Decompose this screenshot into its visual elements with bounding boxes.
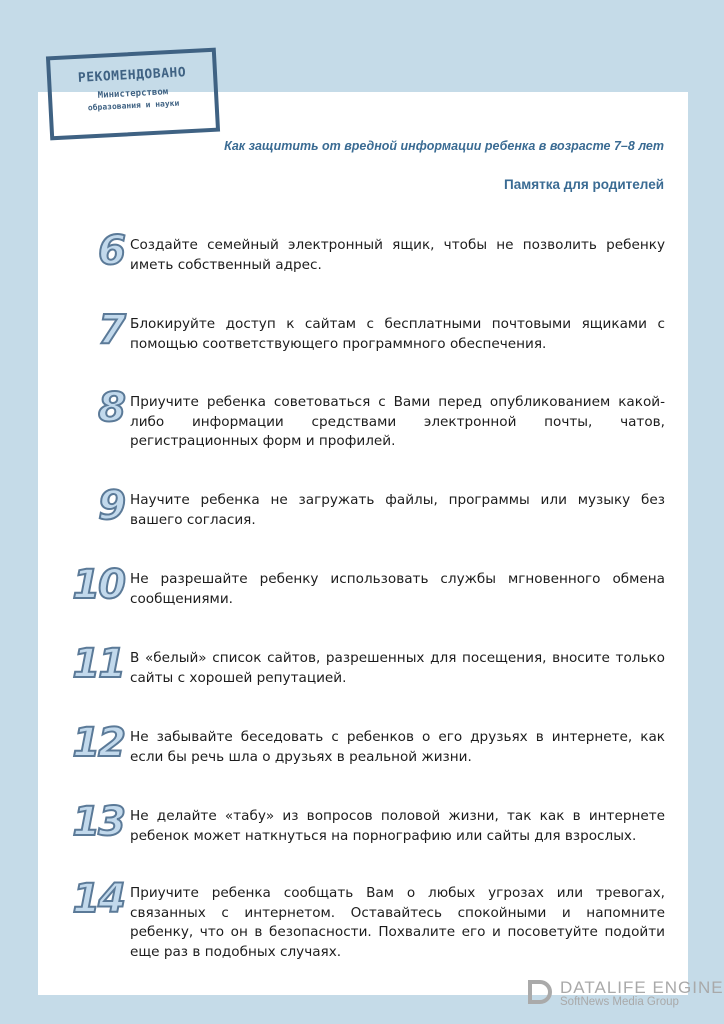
document-page [38,92,688,995]
item-number: 8 [97,384,127,432]
stamp-line-1: РЕКОМЕНДОВАНО [77,65,187,86]
document-title: Памятка для родителей [504,177,664,192]
datalife-logo-icon [528,980,552,1004]
item-text: Блокируйте доступ к сайтам с бесплатными… [130,316,665,352]
item-number: 11 [71,640,127,688]
item-number: 13 [71,798,127,846]
item-text: Приучите ребенка сообщать Вам о любых уг… [130,885,665,960]
item-number: 14 [71,875,127,923]
item-number: 9 [97,482,127,530]
item-text: Создайте семейный электронный ящик, чтоб… [130,237,665,273]
item-number: 12 [71,719,127,767]
recommended-stamp: РЕКОМЕНДОВАНО Министерством образования … [45,47,221,141]
item-text: Не делайте «табу» из вопросов половой жи… [130,808,665,844]
item-text: В «белый» список сайтов, разрешенных для… [130,650,665,686]
item-text: Приучите ребенка советоваться с Вами пер… [130,394,665,449]
item-number: 7 [97,306,127,354]
watermark-line-1: DATALIFE ENGINE [560,978,724,997]
watermark-line-2: SoftNews Media Group [560,996,679,1008]
item-text: Научите ребенка не загружать файлы, прог… [130,492,665,528]
item-number: 10 [71,561,127,609]
item-text: Не разрешайте ребенку использовать служб… [130,571,665,607]
document-subtitle: Как защитить от вредной информации ребен… [224,139,664,153]
item-number: 6 [97,227,127,275]
item-text: Не забывайте беседовать с ребенков о его… [130,729,665,765]
